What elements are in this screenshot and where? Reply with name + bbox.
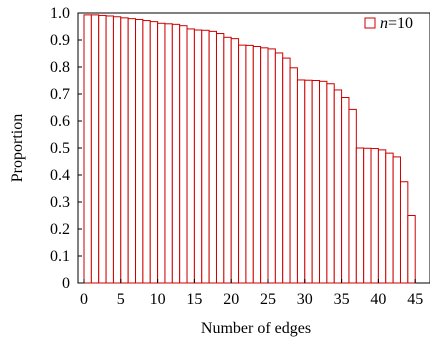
bar [399,181,409,284]
bar [186,28,195,284]
bar [245,44,254,284]
bar [142,20,151,284]
bar [370,148,379,284]
bar [149,21,159,284]
bar [238,44,247,284]
x-tick-label: 30 [297,291,313,308]
bar [120,17,129,284]
bar [201,29,210,284]
legend-variable: n [380,15,388,32]
bar [164,23,173,284]
bar [171,23,181,284]
bar [83,14,92,284]
y-tick-label: 0.6 [50,113,70,130]
x-tick-label: 15 [186,291,202,308]
y-tick-label: 0.9 [50,32,70,49]
bar [341,97,350,284]
y-tick-label: 0.5 [50,140,70,157]
y-tick-label: 0.2 [50,221,70,238]
legend: n=10 [364,15,413,32]
bar [282,57,291,284]
x-tick-label: 45 [407,291,423,308]
bar [179,25,188,284]
x-tick-label: 40 [370,291,386,308]
bar [274,52,284,284]
bar [355,147,365,284]
bar [289,67,298,284]
bar [319,80,328,284]
bar [157,22,166,284]
bar [105,15,114,284]
bar [223,36,232,284]
x-tick-label: 25 [260,291,276,308]
legend-label: n=10 [380,15,413,32]
x-tick-label: 35 [334,291,350,308]
x-tick-label: 10 [150,291,166,308]
bar [112,16,122,284]
bar [333,89,343,284]
bar [127,18,137,284]
x-tick-label: 5 [117,291,125,308]
y-tick-label: 1.0 [50,5,70,22]
bar [311,80,321,284]
bar [135,18,144,284]
bar [193,29,203,284]
x-tick-label: 20 [223,291,239,308]
bar [230,38,240,284]
bars-layer [83,14,416,284]
y-tick-label: 0.3 [50,194,70,211]
bar [267,48,276,284]
bar [304,79,313,284]
bar [260,47,269,284]
bar [407,215,416,284]
y-tick-label: 0.4 [50,167,70,184]
legend-value: =10 [388,15,413,32]
bar [348,108,357,284]
bar [90,14,100,284]
y-tick-label: 0.1 [50,248,70,265]
y-tick-label: 0.8 [50,59,70,76]
x-tick-label: 0 [80,291,88,308]
bar [215,33,225,284]
bar [326,83,335,284]
bar [208,30,217,284]
y-axis-label: Proportion [9,114,26,182]
x-axis: 0 5 10 15 20 25 30 35 40 45 [80,279,423,308]
x-axis-label: Number of edges [201,320,311,337]
y-tick-label: 0 [62,275,70,292]
bar [363,147,372,284]
legend-swatch [364,17,376,29]
y-tick-label: 0.7 [50,86,70,103]
bar [377,149,387,284]
bar [252,45,262,284]
bar [98,14,107,284]
bar [392,156,401,284]
bar [296,79,306,284]
bar [385,152,394,284]
y-axis: 0 0.1 0.2 0.3 0.4 0.5 0.6 0.7 0.8 0.9 1.0 [50,5,82,292]
